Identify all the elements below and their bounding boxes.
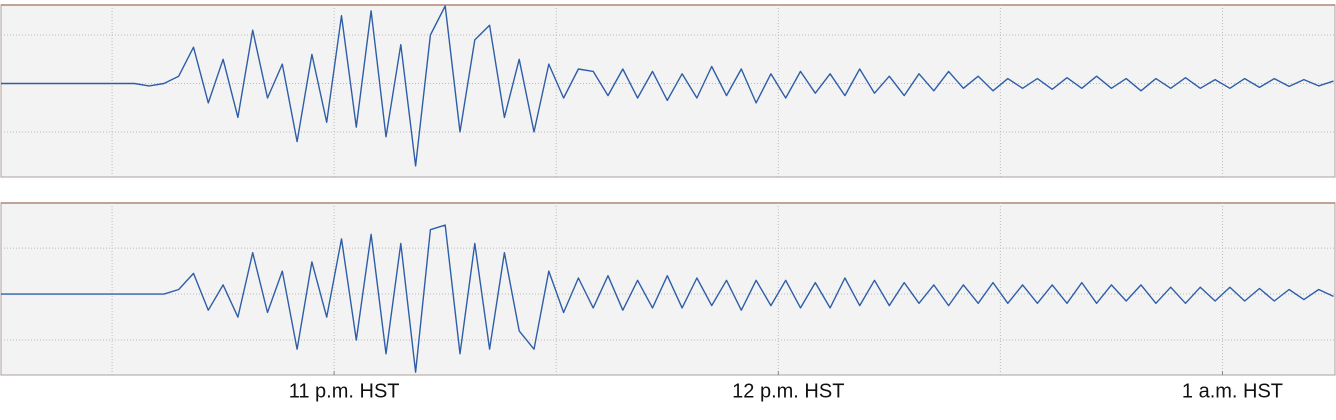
waveform (1, 5, 1334, 167)
panel (0, 202, 1336, 376)
x-tick-label: 11 p.m. HST (289, 380, 400, 402)
waveform (1, 224, 1334, 373)
x-tick-label: 1 a.m. HST (1182, 380, 1283, 402)
x-tick-label: 12 p.m. HST (732, 380, 844, 402)
panel (0, 4, 1336, 178)
